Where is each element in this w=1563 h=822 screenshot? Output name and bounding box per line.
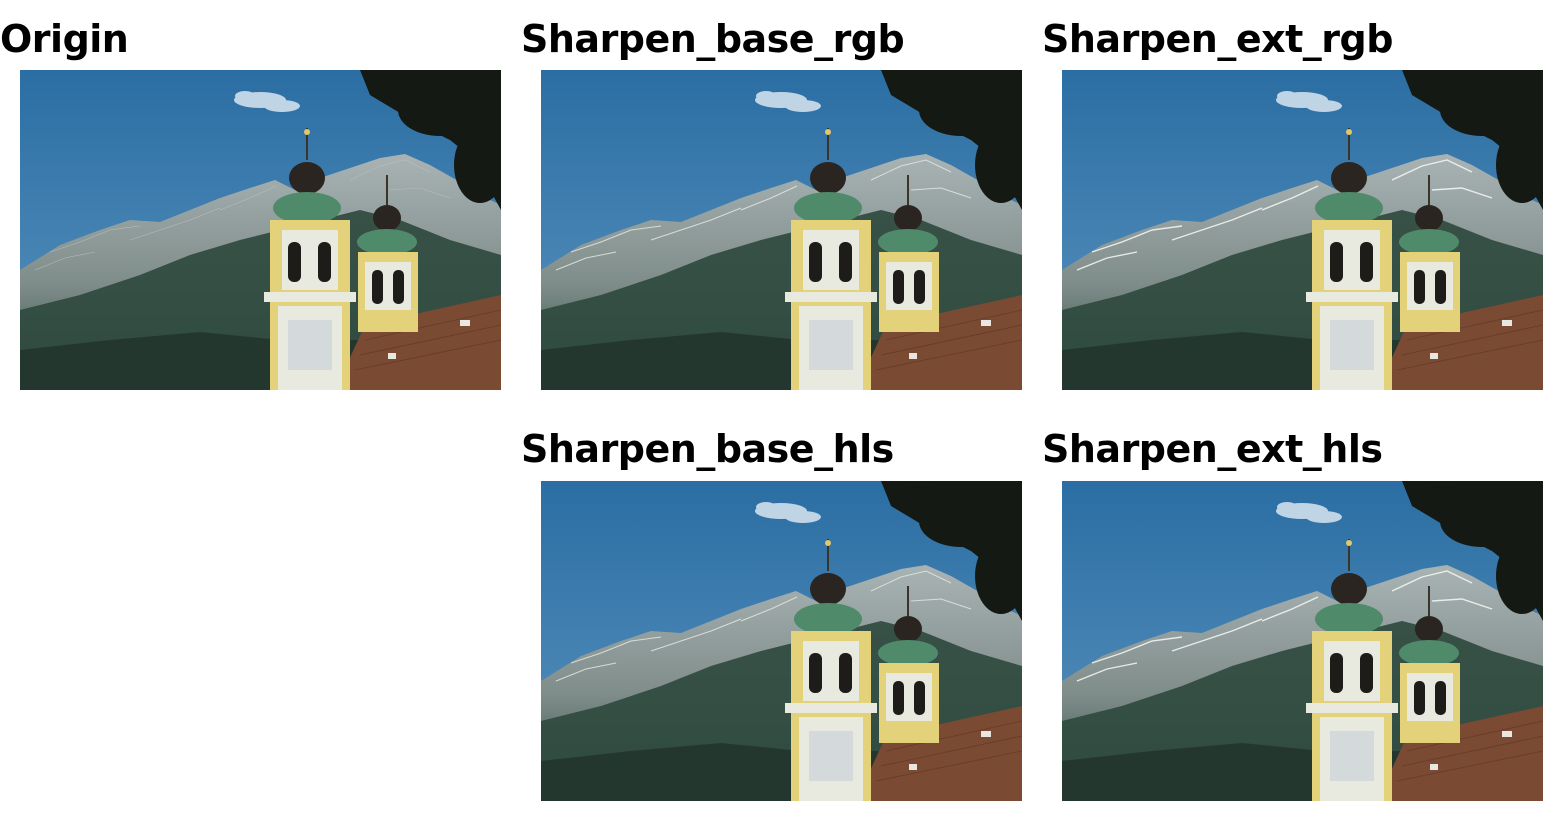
photo-origin: [20, 70, 501, 390]
photo-sharpen-ext-hls: [1062, 481, 1543, 801]
panel-title-sharpen-ext-rgb: Sharpen_ext_rgb: [1042, 17, 1393, 61]
scene-image: [1062, 70, 1543, 390]
photo-sharpen-base-hls: [541, 481, 1022, 801]
photo-sharpen-ext-rgb: [1062, 70, 1543, 390]
scene-image: [20, 70, 501, 390]
panel-title-origin: Origin: [0, 17, 129, 61]
panel-title-sharpen-base-hls: Sharpen_base_hls: [521, 427, 894, 471]
scene-image: [1062, 481, 1543, 801]
scene-image: [541, 70, 1022, 390]
scene-image: [541, 481, 1022, 801]
panel-title-sharpen-ext-hls: Sharpen_ext_hls: [1042, 427, 1383, 471]
photo-sharpen-base-rgb: [541, 70, 1022, 390]
panel-title-sharpen-base-rgb: Sharpen_base_rgb: [521, 17, 905, 61]
